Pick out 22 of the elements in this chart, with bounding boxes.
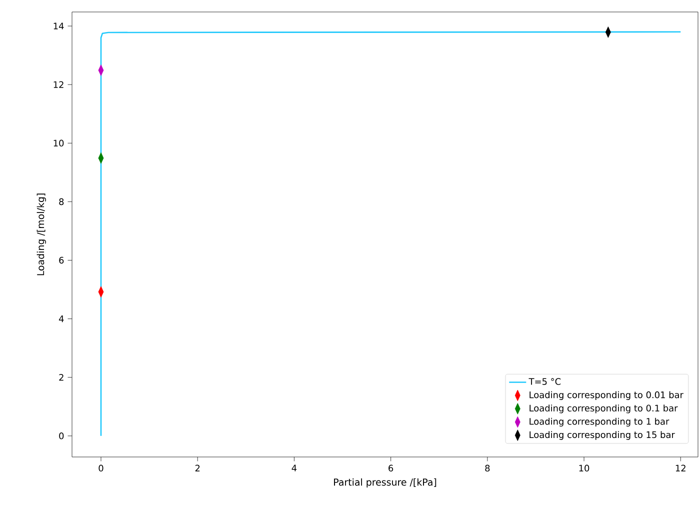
y-tick-label: 0: [59, 432, 64, 440]
y-tick-label: 6: [59, 256, 64, 264]
x-tick-label: 4: [292, 464, 297, 472]
x-tick-label: 0: [98, 464, 104, 472]
legend-label: Loading corresponding to 1 bar: [530, 418, 670, 427]
x-tick-label: 2: [195, 464, 200, 472]
legend-label: Loading corresponding to 0.01 bar: [530, 391, 684, 400]
x-tick-label: 6: [388, 464, 394, 472]
legend-label: Loading corresponding to 15 bar: [530, 431, 675, 440]
y-tick-label: 4: [58, 316, 64, 322]
y-tick-label: 14: [54, 22, 64, 30]
x-tick-label: 8: [485, 464, 490, 472]
y-tick-label: 2: [59, 374, 64, 381]
y-tick-label: 12: [54, 81, 64, 88]
x-tick-label: 12: [676, 464, 686, 472]
x-axis-title: Partial pressure /[kPa]: [334, 478, 436, 488]
y-tick-label: 10: [54, 140, 64, 147]
y-tick-label: 8: [59, 198, 64, 206]
y-axis-title: Loading /[mol/kg]: [36, 194, 46, 276]
legend-label: T=5 °C: [528, 378, 561, 385]
legend-label: Loading corresponding to 0.1 bar: [530, 404, 678, 414]
x-tick-label: 10: [579, 464, 590, 472]
